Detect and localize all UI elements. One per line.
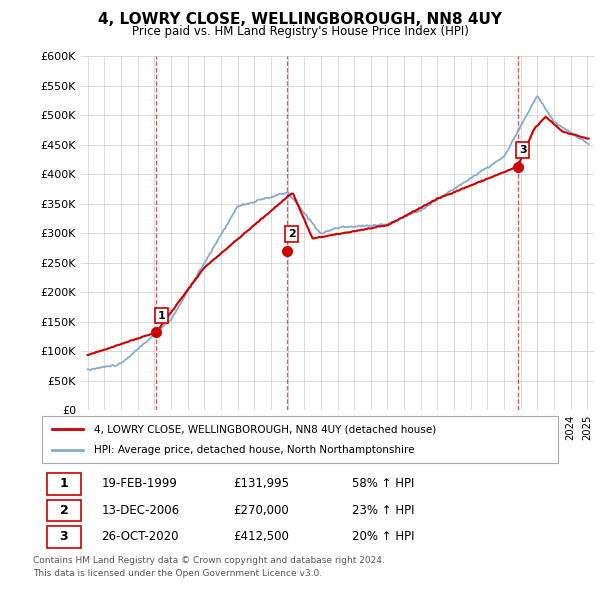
Text: £131,995: £131,995 bbox=[233, 477, 289, 490]
Text: 20% ↑ HPI: 20% ↑ HPI bbox=[352, 530, 414, 543]
Text: HPI: Average price, detached house, North Northamptonshire: HPI: Average price, detached house, Nort… bbox=[94, 445, 414, 455]
Text: £270,000: £270,000 bbox=[233, 504, 289, 517]
Text: 3: 3 bbox=[59, 530, 68, 543]
Text: 13-DEC-2006: 13-DEC-2006 bbox=[101, 504, 179, 517]
Text: 26-OCT-2020: 26-OCT-2020 bbox=[101, 530, 179, 543]
FancyBboxPatch shape bbox=[47, 526, 80, 548]
Text: This data is licensed under the Open Government Licence v3.0.: This data is licensed under the Open Gov… bbox=[33, 569, 322, 578]
Text: Price paid vs. HM Land Registry's House Price Index (HPI): Price paid vs. HM Land Registry's House … bbox=[131, 25, 469, 38]
Text: 4, LOWRY CLOSE, WELLINGBOROUGH, NN8 4UY: 4, LOWRY CLOSE, WELLINGBOROUGH, NN8 4UY bbox=[98, 12, 502, 27]
Text: 23% ↑ HPI: 23% ↑ HPI bbox=[352, 504, 414, 517]
Text: 1: 1 bbox=[157, 311, 165, 320]
Text: 4, LOWRY CLOSE, WELLINGBOROUGH, NN8 4UY (detached house): 4, LOWRY CLOSE, WELLINGBOROUGH, NN8 4UY … bbox=[94, 424, 436, 434]
Text: 58% ↑ HPI: 58% ↑ HPI bbox=[352, 477, 414, 490]
Text: 19-FEB-1999: 19-FEB-1999 bbox=[101, 477, 177, 490]
Text: Contains HM Land Registry data © Crown copyright and database right 2024.: Contains HM Land Registry data © Crown c… bbox=[33, 556, 385, 565]
Text: 1: 1 bbox=[59, 477, 68, 490]
Text: 2: 2 bbox=[288, 230, 296, 239]
Text: 2: 2 bbox=[59, 504, 68, 517]
Text: £412,500: £412,500 bbox=[233, 530, 289, 543]
FancyBboxPatch shape bbox=[42, 416, 558, 463]
FancyBboxPatch shape bbox=[47, 473, 80, 494]
FancyBboxPatch shape bbox=[47, 500, 80, 521]
Text: 3: 3 bbox=[519, 145, 527, 155]
